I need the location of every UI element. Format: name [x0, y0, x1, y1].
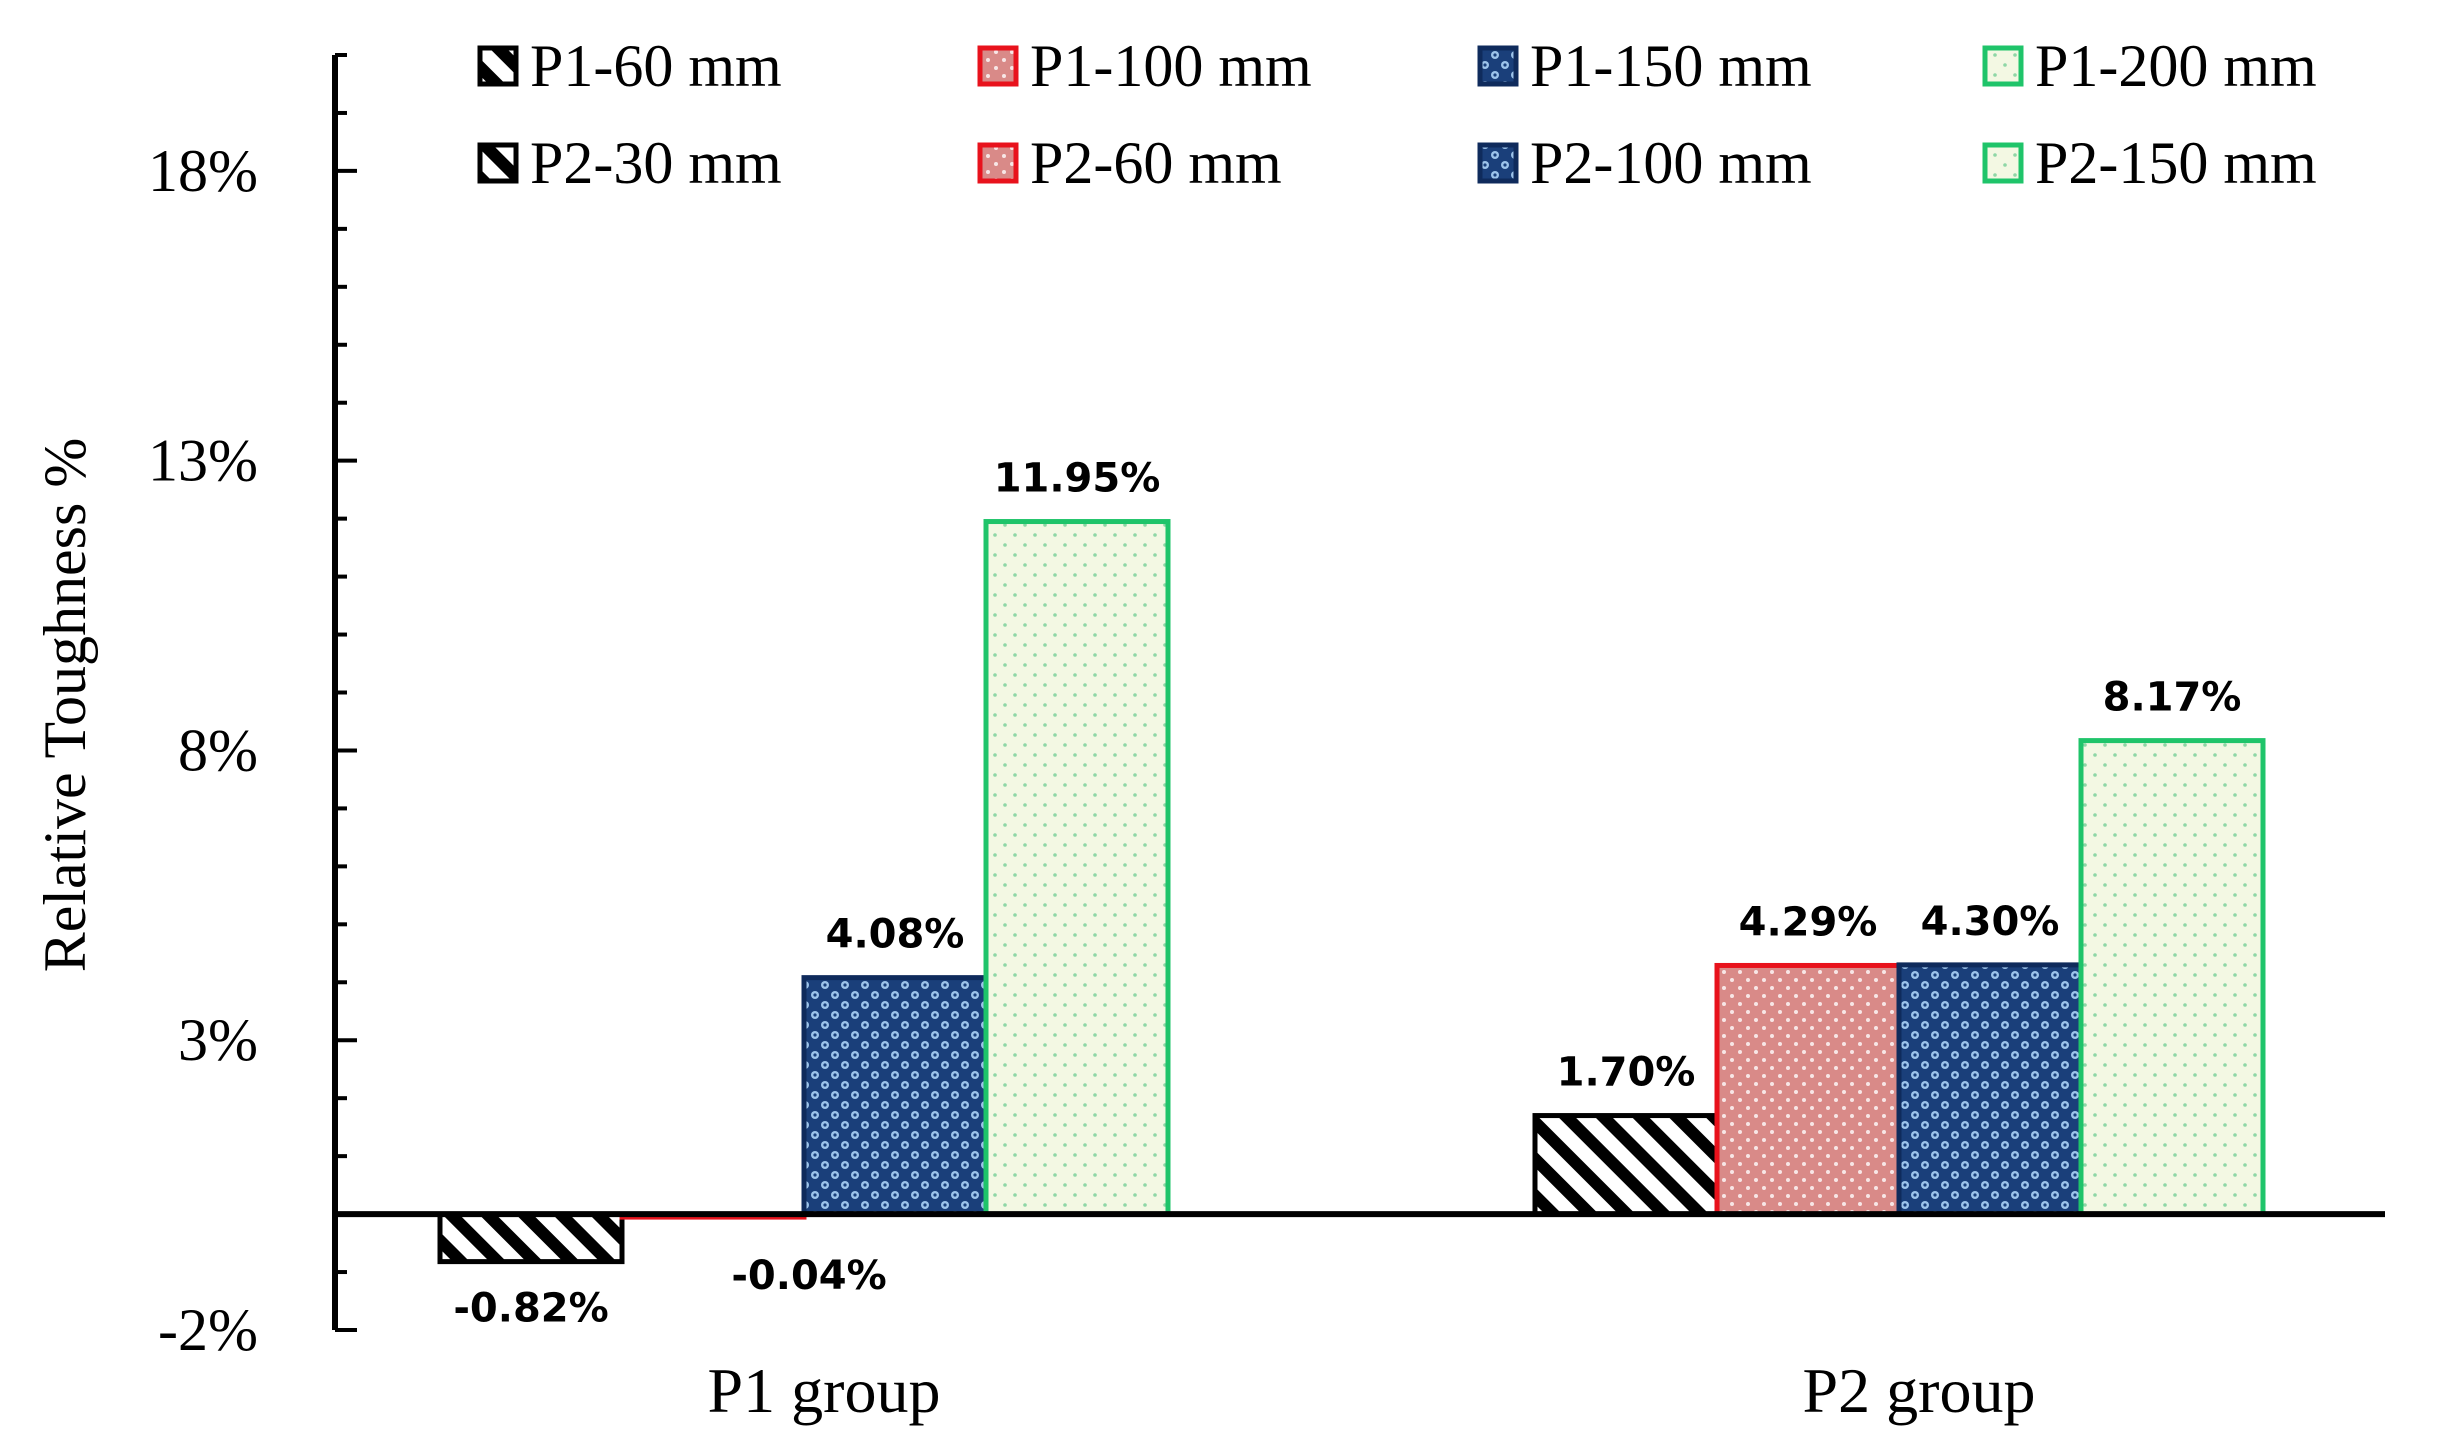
legend-label-p1-150-mm: P1-150 mm: [1530, 33, 1812, 99]
legend-label-p2-60-mm: P2-60 mm: [1030, 130, 1282, 196]
y-tick-label: -2%: [158, 1297, 258, 1363]
bar-p2-150-mm: [2078, 738, 2266, 1217]
legend-label-p2-150-mm: P2-150 mm: [2035, 130, 2317, 196]
y-axis-label: Relative Toughness %: [32, 438, 98, 973]
legend-swatch-p2-30-mm: [477, 142, 519, 184]
bar-p1-200-mm: [983, 519, 1171, 1217]
y-tick-label: 3%: [178, 1007, 258, 1073]
data-label-p1-60-mm: -0.82%: [453, 1286, 608, 1332]
legend-swatch-p1-60-mm: [477, 45, 519, 87]
group-labels: P1 group P2 group: [708, 1355, 2036, 1426]
bars: [437, 519, 2266, 1265]
legend-label-p1-200-mm: P1-200 mm: [2035, 33, 2317, 99]
data-label-p1-200-mm: 11.95%: [994, 456, 1161, 502]
group-label-p2-group: P2 group: [1803, 1355, 2036, 1426]
legend-label-p1-100-mm: P1-100 mm: [1030, 33, 1312, 99]
data-label-p1-150-mm: 4.08%: [826, 912, 965, 958]
data-labels: -0.82% -0.04% 4.08% 11.95% 1.70% 4.29% 4.30% 8.…: [453, 456, 2241, 1332]
bar-p1-150-mm: [801, 975, 989, 1217]
data-label-p2-30-mm: 1.70%: [1557, 1050, 1696, 1096]
bar-p2-60-mm: [1714, 962, 1902, 1217]
axes: -2% 3% 8% 13% 18% Relative Toughness %: [32, 53, 357, 1363]
y-tick-label: 8%: [178, 717, 258, 783]
legend-swatch-p1-150-mm: [1477, 45, 1519, 87]
y-tick-label: 18%: [148, 138, 258, 204]
legend-swatch-p1-100-mm: [977, 45, 1019, 87]
data-label-p2-60-mm: 4.29%: [1739, 899, 1878, 945]
legend-swatch-p2-100-mm: [1477, 142, 1519, 184]
legend-label-p2-30-mm: P2-30 mm: [530, 130, 782, 196]
bar-p2-30-mm: [1532, 1113, 1720, 1217]
legend-label-p1-60-mm: P1-60 mm: [530, 33, 782, 99]
data-label-p1-100-mm: -0.04%: [731, 1253, 886, 1299]
legend-swatch-p2-60-mm: [977, 142, 1019, 184]
legend-label-p2-100-mm: P2-100 mm: [1530, 130, 1812, 196]
group-label-p1-group: P1 group: [708, 1355, 941, 1426]
bar-p2-100-mm: [1896, 962, 2084, 1217]
bar-p1-60-mm: [437, 1211, 625, 1265]
legend-swatch-p2-150-mm: [1982, 142, 2024, 184]
legend-swatch-p1-200-mm: [1982, 45, 2024, 87]
y-ticks: -2% 3% 8% 13% 18%: [148, 53, 357, 1363]
data-label-p2-150-mm: 8.17%: [2103, 675, 2242, 721]
data-label-p2-100-mm: 4.30%: [1921, 899, 2060, 945]
legend: P1-60 mm P1-100 mm P1-150 mm P1-200 mm P2-30…: [477, 33, 2317, 196]
y-tick-label: 13%: [148, 428, 258, 494]
